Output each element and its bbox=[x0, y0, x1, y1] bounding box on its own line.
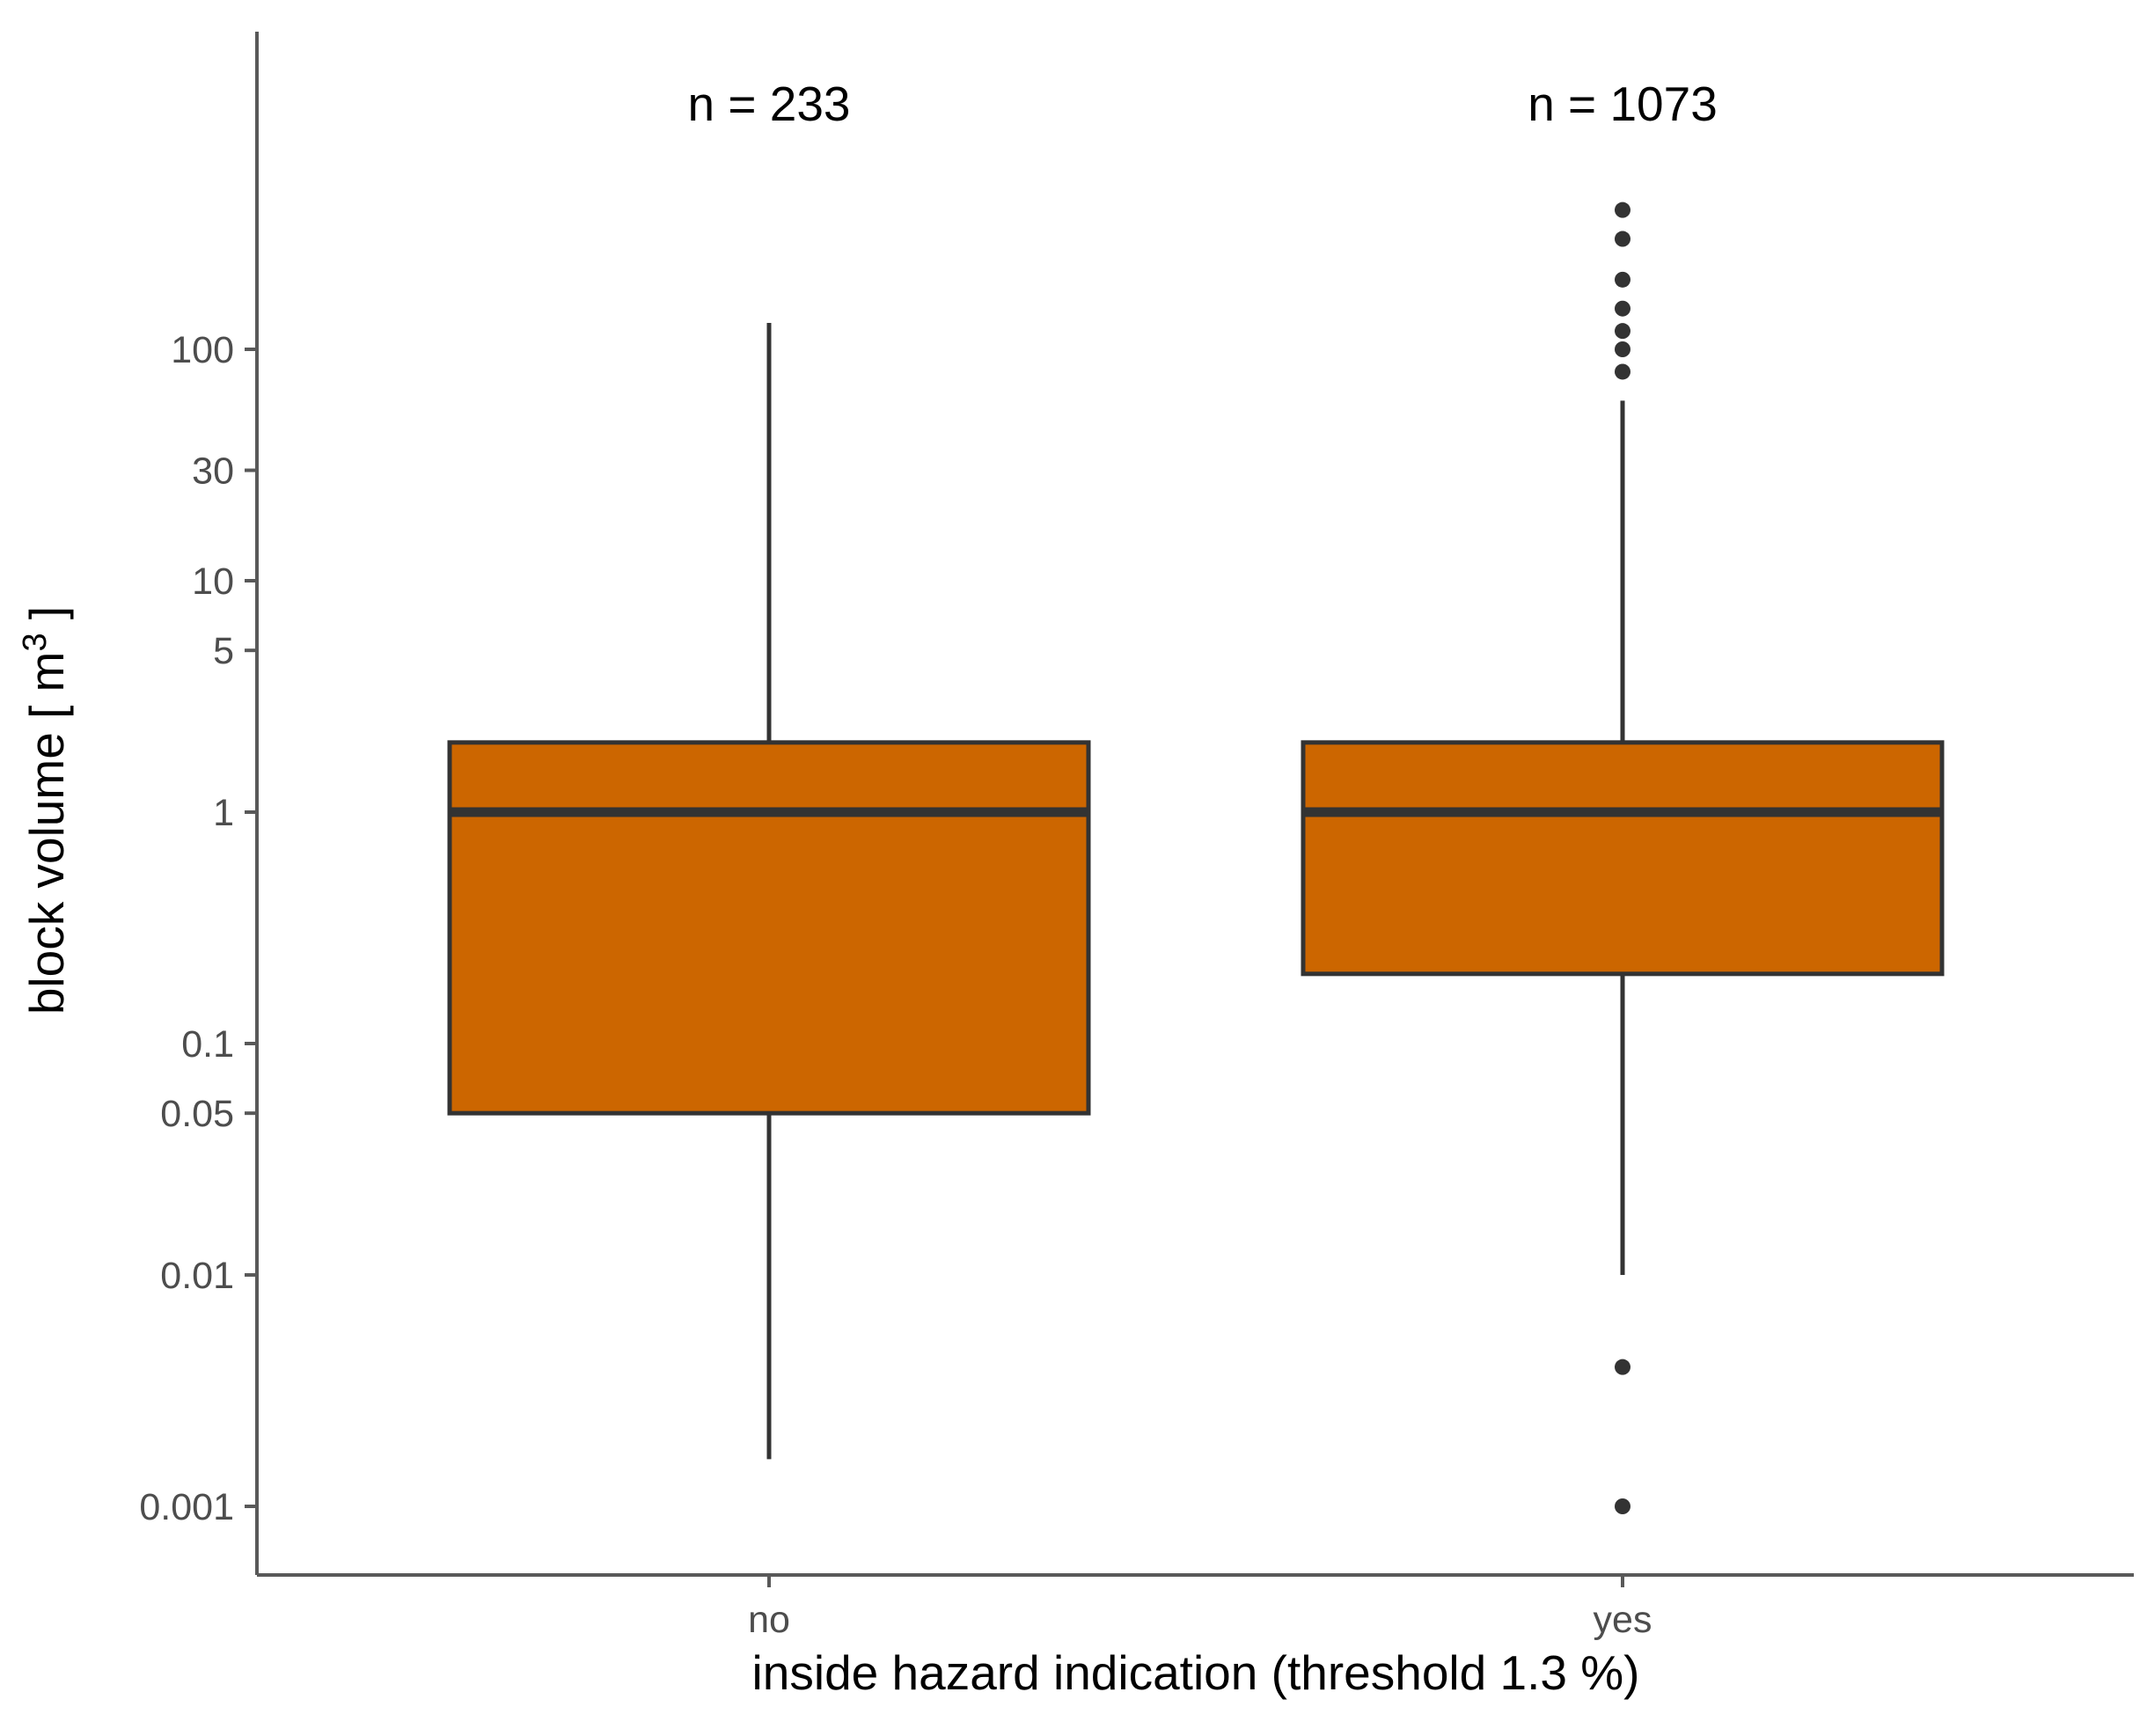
y-tick-label: 0.05 bbox=[160, 1093, 234, 1135]
box-layer bbox=[447, 201, 1945, 1514]
y-tick-label: 5 bbox=[213, 630, 234, 672]
y-tick-label: 0.01 bbox=[160, 1255, 234, 1297]
outlier-point-yes bbox=[1615, 1359, 1630, 1375]
outlier-point-yes bbox=[1615, 201, 1630, 218]
box-yes bbox=[1301, 740, 1945, 977]
y-axis-title-superscript: 3 bbox=[17, 633, 54, 651]
box-no bbox=[447, 740, 1091, 1116]
outlier-point-yes bbox=[1615, 363, 1630, 380]
outlier-point-yes bbox=[1615, 1498, 1630, 1514]
y-axis-title-end: ] bbox=[19, 606, 74, 634]
y-tick-label: 1 bbox=[213, 792, 234, 834]
y-tick-label: 30 bbox=[192, 450, 234, 493]
n-label-yes: n = 1073 bbox=[1528, 77, 1718, 131]
y-tick-label: 10 bbox=[192, 560, 234, 603]
outlier-point-yes bbox=[1615, 231, 1630, 247]
y-tick-label: 0.1 bbox=[181, 1023, 234, 1066]
outlier-point-yes bbox=[1615, 300, 1630, 317]
outlier-point-yes bbox=[1615, 271, 1630, 288]
n-label-no: n = 233 bbox=[687, 77, 850, 131]
x-tick-label-no: no bbox=[748, 1599, 790, 1641]
axis-layer: no yes 0.001 0.01 0.05 0.1 1 5 10 30 100 bbox=[139, 32, 2134, 1641]
x-axis-title: inside hazard indication (threshold 1.3 … bbox=[752, 1645, 1640, 1700]
y-axis-title: block volume [ m3 ] bbox=[17, 606, 74, 1014]
y-tick-label: 100 bbox=[171, 329, 234, 371]
outlier-point-yes bbox=[1615, 323, 1630, 340]
x-tick-label-yes: yes bbox=[1594, 1599, 1652, 1641]
label-layer: n = 233 n = 1073 bbox=[687, 77, 1717, 131]
y-axis-title-main: block volume [ m bbox=[19, 652, 74, 1015]
outlier-point-yes bbox=[1615, 341, 1630, 357]
y-tick-label: 0.001 bbox=[139, 1486, 234, 1528]
